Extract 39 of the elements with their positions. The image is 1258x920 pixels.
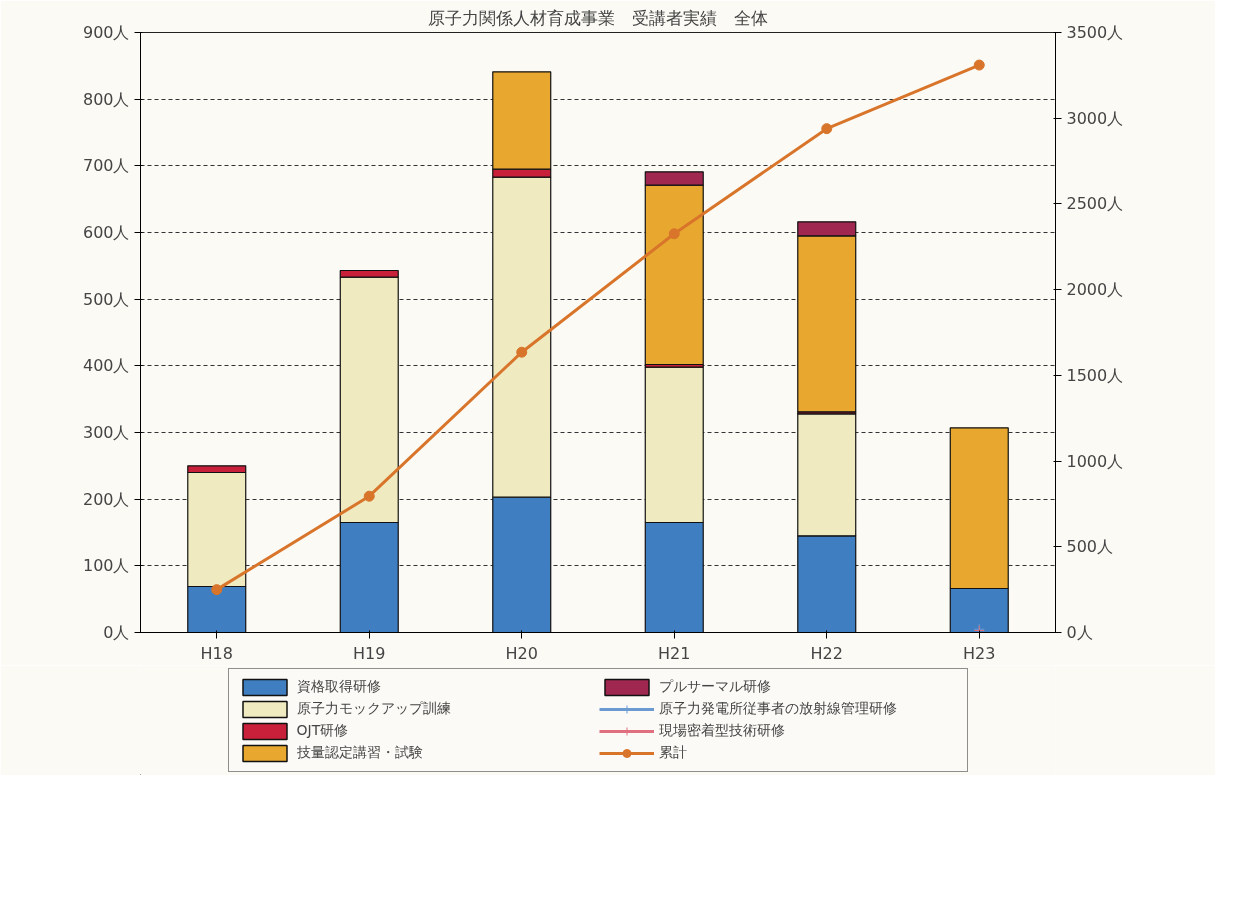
- y-tick-label: 700人: [82, 156, 130, 176]
- y2-tick-label: 2500人: [1066, 194, 1124, 214]
- y-tick-label: 300人: [82, 423, 130, 442]
- y-tick-label: 500人: [82, 289, 130, 309]
- chart-title: 原子力関係人材育成事業 受講者実績 全体: [428, 7, 768, 28]
- x-tick-label: H21: [658, 643, 691, 663]
- y-tick-label: 800人: [82, 89, 130, 109]
- legend-label: 資格取得研修: [296, 678, 382, 696]
- y2-tick-label: 3000人: [1066, 108, 1124, 128]
- point: [363, 490, 375, 502]
- x-tick-label: H18: [200, 643, 233, 663]
- y2-tick-label: 1000人: [1066, 451, 1124, 471]
- legend-label: OJT研修: [296, 722, 350, 740]
- legend-label: 現場密着型技術研修: [658, 722, 786, 740]
- y-tick-label: 0人: [103, 623, 130, 642]
- point: [821, 123, 833, 135]
- y-tick-label: 400人: [82, 356, 130, 376]
- y2-tick-label: 500人: [1066, 537, 1114, 557]
- point: [668, 228, 680, 240]
- y-tick-label: 100人: [82, 556, 130, 576]
- x-tick-label: H23: [963, 643, 996, 663]
- y-tick-label: 900人: [82, 23, 130, 42]
- legend-label: 原子力モックアップ訓練: [296, 700, 452, 718]
- y-tick-label: 200人: [82, 489, 130, 509]
- y2-tick-label: 0人: [1066, 623, 1093, 642]
- point: [973, 59, 985, 71]
- y2-tick-label: 3500人: [1066, 23, 1124, 42]
- x-tick-label: H22: [810, 643, 843, 663]
- point: [516, 346, 528, 358]
- x-tick-label: H19: [353, 643, 386, 663]
- legend-label: 技量認定講習・試験: [296, 744, 424, 762]
- legend-label: 原子力発電所従事者の放射線管理研修: [658, 700, 898, 718]
- x-tick-label: H20: [505, 643, 538, 663]
- y2-tick-label: 1500人: [1066, 365, 1124, 385]
- y2-tick-label: 2000人: [1066, 280, 1124, 300]
- legend-label: プルサーマル研修: [658, 678, 772, 696]
- point: [211, 584, 223, 596]
- legend-label: 累計: [658, 744, 688, 762]
- y-tick-label: 600人: [82, 223, 130, 242]
